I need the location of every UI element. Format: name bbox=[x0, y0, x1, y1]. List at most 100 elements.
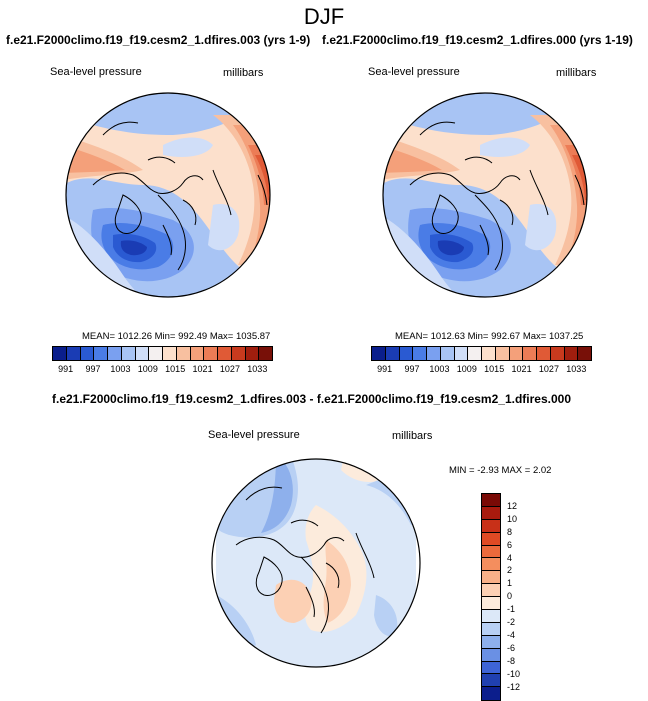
right-colorbar-ticks: 991 997 1003 1009 1015 1021 1027 1033 bbox=[371, 364, 590, 376]
colorbar-tick-label: 997 bbox=[85, 364, 101, 374]
colorbar-tick-label: 1015 bbox=[165, 364, 186, 374]
left-variable-label: Sea-level pressure bbox=[50, 66, 142, 78]
colorbar-swatch bbox=[482, 687, 500, 701]
colorbar-swatch bbox=[482, 545, 500, 559]
diff-case-title: f.e21.F2000climo.f19_f19.cesm2_1.dfires.… bbox=[52, 392, 571, 406]
colorbar-swatch bbox=[468, 347, 482, 360]
colorbar-swatch bbox=[204, 347, 218, 360]
colorbar-swatch bbox=[108, 347, 122, 360]
colorbar-tick-label: -6 bbox=[507, 642, 516, 653]
colorbar-swatch bbox=[482, 622, 500, 636]
colorbar-tick-label: 1033 bbox=[566, 364, 587, 374]
colorbar-tick-label: 1021 bbox=[511, 364, 532, 374]
colorbar-tick-label: 1027 bbox=[219, 364, 240, 374]
colorbar-swatch bbox=[53, 347, 67, 360]
colorbar-tick-label: 6 bbox=[507, 539, 513, 550]
colorbar-tick-label: 1033 bbox=[247, 364, 268, 374]
colorbar-swatch bbox=[66, 347, 81, 360]
right-case-title: f.e21.F2000climo.f19_f19.cesm2_1.dfires.… bbox=[322, 33, 633, 47]
colorbar-swatch bbox=[482, 506, 500, 520]
colorbar-swatch bbox=[190, 347, 205, 360]
colorbar-swatch bbox=[245, 347, 260, 360]
colorbar-swatch bbox=[482, 347, 496, 360]
right-colorbar bbox=[371, 346, 592, 361]
colorbar-swatch bbox=[385, 347, 400, 360]
right-max-label: Max= bbox=[522, 331, 547, 342]
colorbar-swatch bbox=[509, 347, 524, 360]
colorbar-tick-label: 1027 bbox=[538, 364, 559, 374]
colorbar-swatch bbox=[149, 347, 163, 360]
left-min-value: 992.49 bbox=[178, 331, 208, 342]
colorbar-swatch bbox=[482, 494, 500, 507]
colorbar-swatch bbox=[427, 347, 441, 360]
colorbar-swatch bbox=[399, 347, 414, 360]
left-min-label: Min= bbox=[154, 331, 176, 342]
diff-polar-map bbox=[211, 458, 421, 668]
diff-variable-label: Sea-level pressure bbox=[208, 429, 300, 441]
colorbar-swatch bbox=[550, 347, 565, 360]
diff-units-label: millibars bbox=[392, 430, 433, 442]
right-polar-map bbox=[382, 92, 588, 298]
colorbar-swatch bbox=[121, 347, 136, 360]
colorbar-swatch bbox=[80, 347, 95, 360]
right-variable-label: Sea-level pressure bbox=[368, 66, 460, 78]
diff-min-label: MIN = bbox=[449, 465, 475, 476]
right-min-label: Min= bbox=[467, 331, 489, 342]
colorbar-tick-label: -2 bbox=[507, 617, 516, 627]
right-units-label: millibars bbox=[556, 67, 597, 79]
left-max-value: 1035.87 bbox=[235, 331, 271, 342]
colorbar-tick-label: -10 bbox=[507, 668, 521, 679]
colorbar-swatch bbox=[482, 571, 500, 585]
colorbar-swatch bbox=[495, 347, 510, 360]
right-mean-value: 1012.63 bbox=[430, 331, 465, 342]
colorbar-swatch bbox=[578, 347, 591, 360]
colorbar-tick-label: 12 bbox=[507, 500, 518, 511]
right-min-value: 992.67 bbox=[491, 331, 521, 342]
figure-title: DJF bbox=[303, 4, 345, 29]
left-max-label: Max= bbox=[209, 331, 234, 342]
right-stats: MEAN= 1012.63 Min= 992.67 Max= 1037.25 bbox=[395, 331, 583, 342]
colorbar-swatch bbox=[482, 584, 500, 598]
colorbar-tick-label: 1003 bbox=[429, 364, 450, 374]
colorbar-tick-label: 1 bbox=[507, 578, 513, 589]
colorbar-tick-label: 2 bbox=[507, 565, 513, 576]
colorbar-tick-label: -12 bbox=[507, 681, 521, 692]
colorbar-swatch bbox=[482, 635, 500, 649]
left-colorbar-ticks: 991 997 1003 1009 1015 1021 1027 1033 bbox=[52, 364, 271, 376]
left-mean-value: 1012.26 bbox=[117, 331, 152, 342]
colorbar-swatch bbox=[231, 347, 246, 360]
colorbar-swatch bbox=[413, 347, 427, 360]
colorbar-swatch bbox=[482, 558, 500, 572]
left-case-title: f.e21.F2000climo.f19_f19.cesm2_1.dfires.… bbox=[6, 33, 311, 47]
colorbar-tick-label: 0 bbox=[507, 591, 513, 602]
colorbar-tick-label: -4 bbox=[507, 629, 516, 640]
diff-max-value: 2.02 bbox=[532, 465, 552, 476]
colorbar-tick-label: -8 bbox=[507, 655, 516, 666]
colorbar-tick-label: 991 bbox=[377, 364, 393, 374]
colorbar-tick-label: 10 bbox=[507, 513, 518, 524]
colorbar-swatch bbox=[482, 674, 500, 688]
right-max-value: 1037.25 bbox=[548, 331, 584, 342]
diff-min-value: -2.93 bbox=[477, 465, 499, 476]
left-polar-map bbox=[65, 92, 271, 298]
diff-colorbar bbox=[481, 493, 501, 701]
diff-stats: MIN = -2.93 MAX = 2.02 bbox=[449, 465, 551, 476]
colorbar-tick-label: 997 bbox=[404, 364, 420, 374]
left-mean-label: MEAN= bbox=[82, 331, 115, 342]
colorbar-tick-label: -1 bbox=[507, 604, 516, 615]
colorbar-tick-label: 1009 bbox=[137, 364, 158, 374]
colorbar-swatch bbox=[163, 347, 177, 360]
colorbar-swatch bbox=[259, 347, 272, 360]
colorbar-swatch bbox=[135, 347, 150, 360]
colorbar-swatch bbox=[176, 347, 191, 360]
colorbar-swatch bbox=[482, 532, 500, 546]
colorbar-tick-label: 4 bbox=[507, 552, 513, 563]
colorbar-swatch bbox=[482, 648, 500, 662]
colorbar-swatch bbox=[372, 347, 386, 360]
diff-max-label: MAX = bbox=[501, 465, 531, 476]
colorbar-swatch bbox=[94, 347, 108, 360]
colorbar-swatch bbox=[482, 597, 500, 611]
colorbar-tick-label: 1015 bbox=[484, 364, 505, 374]
colorbar-swatch bbox=[218, 347, 232, 360]
left-colorbar bbox=[52, 346, 273, 361]
